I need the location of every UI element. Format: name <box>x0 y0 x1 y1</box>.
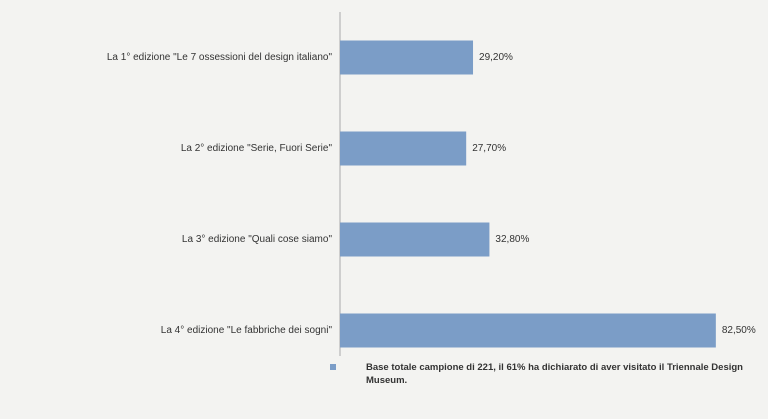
data-label: 29,20% <box>479 52 513 63</box>
legend-swatch <box>330 364 336 370</box>
y-tick-label: La 3° edizione "Quali cose siamo" <box>182 234 333 245</box>
y-tick-label: La 1° edizione "Le 7 ossessioni del desi… <box>107 52 333 63</box>
bar <box>340 313 716 348</box>
y-tick-label: La 2° edizione "Serie, Fuori Serie" <box>181 143 333 154</box>
data-label: 82,50% <box>722 325 756 336</box>
legend-label: Base totale campione di 221, il 61% ha d… <box>366 362 743 386</box>
bar <box>340 222 490 257</box>
bar <box>340 40 474 75</box>
data-label: 32,80% <box>495 234 529 245</box>
bar <box>340 131 467 166</box>
y-tick-label: La 4° edizione "Le fabbriche dei sogni" <box>161 325 333 336</box>
data-label: 27,70% <box>472 143 506 154</box>
